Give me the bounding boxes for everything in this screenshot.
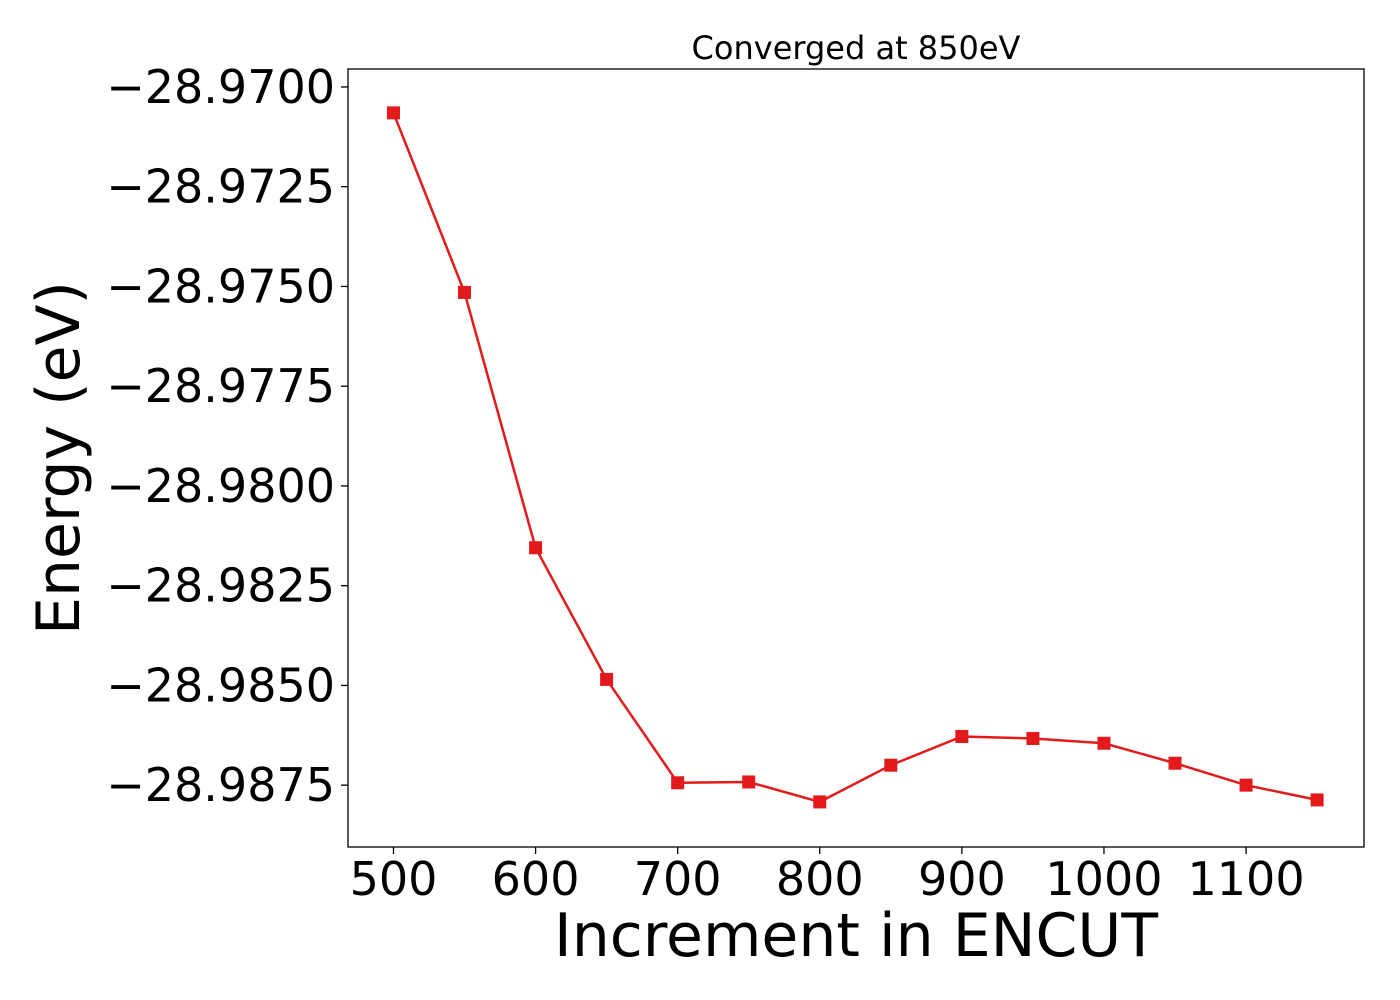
data-point — [884, 758, 898, 772]
tick-layer: 500 600 700 800 900 1000 1100 −28.9700 −28.9725 −… — [106, 60, 1304, 906]
y-tick-label: −28.9700 — [106, 60, 335, 114]
y-tick-label: −28.9800 — [106, 459, 335, 513]
y-axis-title: Energy (eV) — [24, 281, 94, 635]
x-tick-label: 900 — [918, 852, 1006, 906]
x-tick-label: 700 — [634, 852, 722, 906]
x-tick-label: 1100 — [1188, 852, 1305, 906]
y-tick-label: −28.9825 — [106, 559, 335, 613]
chart-title: Converged at 850eV — [692, 29, 1021, 67]
x-tick-label: 800 — [776, 852, 864, 906]
data-point — [813, 795, 827, 809]
data-point — [1310, 793, 1324, 807]
series-line — [392, 112, 1318, 804]
series-layer — [386, 106, 1324, 809]
data-point — [1026, 731, 1040, 745]
data-point — [742, 775, 756, 789]
data-point — [1097, 736, 1111, 750]
data-point — [671, 776, 685, 790]
y-tick-label: −28.9850 — [106, 658, 335, 712]
data-point — [955, 729, 969, 743]
data-point — [458, 285, 472, 299]
y-tick-label: −28.9750 — [106, 259, 335, 313]
y-tick-label: −28.9875 — [106, 758, 335, 812]
x-tick-label: 600 — [492, 852, 580, 906]
plot-frame — [347, 68, 1365, 848]
y-tick-label: −28.9725 — [106, 160, 335, 214]
data-point — [386, 106, 400, 120]
y-tick-label: −28.9775 — [106, 359, 335, 413]
x-tick-label: 1000 — [1045, 852, 1162, 906]
x-tick-label: 500 — [350, 852, 438, 906]
x-axis-title: Increment in ENCUT — [554, 901, 1158, 971]
data-point — [1168, 756, 1182, 770]
data-point — [1239, 778, 1253, 792]
data-point — [600, 672, 614, 686]
data-point — [529, 541, 543, 555]
